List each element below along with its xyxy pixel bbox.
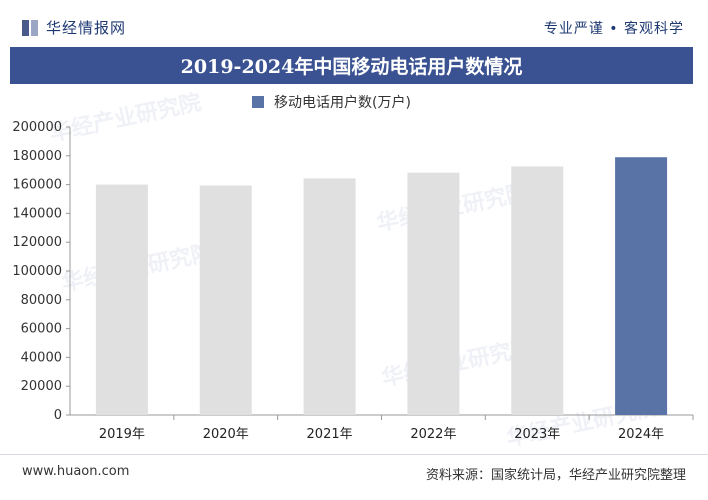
x-tick-label: 2023年 — [514, 427, 560, 442]
x-tick-label: 2021年 — [307, 427, 353, 442]
chart-title: 2019-2024年中国移动电话用户数情况 — [10, 47, 693, 84]
bar — [303, 178, 356, 415]
y-tick-label: 40000 — [21, 350, 62, 365]
x-tick-label: 2024年 — [618, 427, 664, 442]
header: 华经情报网 专业严谨 • 客观科学 — [0, 0, 708, 46]
legend-swatch — [252, 96, 264, 108]
slogan: 专业严谨 • 客观科学 — [543, 21, 684, 37]
y-tick-label: 160000 — [12, 178, 62, 193]
x-tick-label: 2019年 — [99, 427, 145, 442]
brand-logo-icon — [22, 19, 38, 36]
x-tick-label: 2022年 — [410, 427, 456, 442]
x-tick-label: 2020年 — [203, 427, 249, 442]
site-url[interactable]: www.huaon.com — [22, 464, 130, 479]
legend: 移动电话用户数(万户) — [252, 92, 411, 112]
y-tick-label: 80000 — [21, 293, 62, 308]
bar — [615, 157, 668, 416]
bar — [95, 184, 148, 415]
y-tick-label: 120000 — [12, 235, 62, 250]
bar — [199, 185, 252, 415]
y-tick-label: 100000 — [12, 264, 62, 279]
bar — [407, 172, 460, 415]
y-tick-label: 60000 — [21, 322, 62, 337]
brand-name: 华经情报网 — [46, 19, 127, 37]
y-tick-label: 20000 — [21, 379, 62, 394]
source-note: 资料来源：国家统计局，华经产业研究院整理 — [425, 468, 686, 483]
y-tick-label: 180000 — [12, 149, 62, 164]
footer: www.huaon.com 资料来源：国家统计局，华经产业研究院整理 — [0, 454, 708, 491]
brand[interactable]: 华经情报网 — [22, 17, 126, 38]
y-tick-label: 140000 — [12, 206, 62, 221]
legend-label: 移动电话用户数(万户) — [274, 95, 411, 111]
bar — [511, 166, 564, 415]
y-tick-label: 200000 — [12, 120, 62, 135]
y-tick-label: 0 — [54, 408, 62, 423]
